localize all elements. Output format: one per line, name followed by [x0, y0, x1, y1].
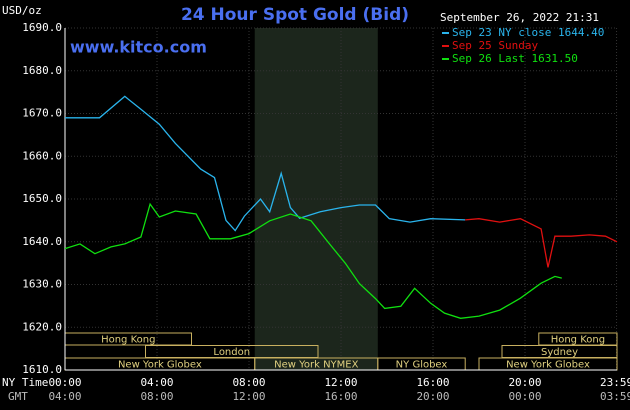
x2-tick-label: 12:00	[232, 390, 265, 403]
legend-label: Sep 26 Last 1631.50	[452, 52, 578, 65]
x2-tick-label: 04:00	[48, 390, 81, 403]
x-tick-label: 20:00	[508, 376, 541, 389]
legend-label: Sep 25 Sunday	[452, 39, 538, 52]
x-tick-label: 16:00	[416, 376, 449, 389]
y-tick-label: 1610.0	[22, 363, 62, 376]
timestamp: September 26, 2022 21:31	[440, 11, 599, 24]
x2-tick-label: 00:00	[508, 390, 541, 403]
x-tick-label: 23:59	[600, 376, 630, 389]
session-label: New York Globex	[506, 360, 590, 371]
y-tick-label: 1630.0	[22, 278, 62, 291]
y-tick-label: 1650.0	[22, 192, 62, 205]
session-label: Hong Kong	[551, 335, 605, 346]
y-axis-label: USD/oz	[2, 4, 42, 17]
session-label: Sydney	[541, 347, 578, 358]
y-tick-label: 1640.0	[22, 235, 62, 248]
session-label: New York Globex	[118, 360, 202, 371]
y-tick-label: 1680.0	[22, 64, 62, 77]
x2-tick-label: 16:00	[324, 390, 357, 403]
x2-tick-label: 08:00	[140, 390, 173, 403]
y-tick-label: 1690.0	[22, 21, 62, 34]
x-tick-label: 08:00	[232, 376, 265, 389]
y-tick-label: 1620.0	[22, 320, 62, 333]
x-tick-label: 12:00	[324, 376, 357, 389]
chart-title: 24 Hour Spot Gold (Bid)	[181, 5, 409, 25]
series-line	[64, 202, 562, 319]
site-label: www.kitco.com	[70, 38, 207, 57]
x2-tick-label: 20:00	[416, 390, 449, 403]
y-tick-label: 1670.0	[22, 107, 62, 120]
y-tick-label: 1660.0	[22, 149, 62, 162]
session-label: Hong Kong	[101, 335, 155, 346]
session-label: New York NYMEX	[274, 360, 359, 371]
series-line	[465, 218, 618, 268]
x2-axis-label: GMT	[8, 390, 28, 403]
x-tick-label: 04:00	[140, 376, 173, 389]
session-label: London	[213, 347, 250, 358]
x-tick-label: 00:00	[48, 376, 81, 389]
legend-label: Sep 23 NY close 1644.40	[452, 26, 604, 39]
x2-tick-label: 03:59	[600, 390, 630, 403]
session-label: NY Globex	[396, 360, 448, 371]
series-line	[65, 95, 466, 232]
x-axis-label: NY Time	[2, 376, 48, 389]
